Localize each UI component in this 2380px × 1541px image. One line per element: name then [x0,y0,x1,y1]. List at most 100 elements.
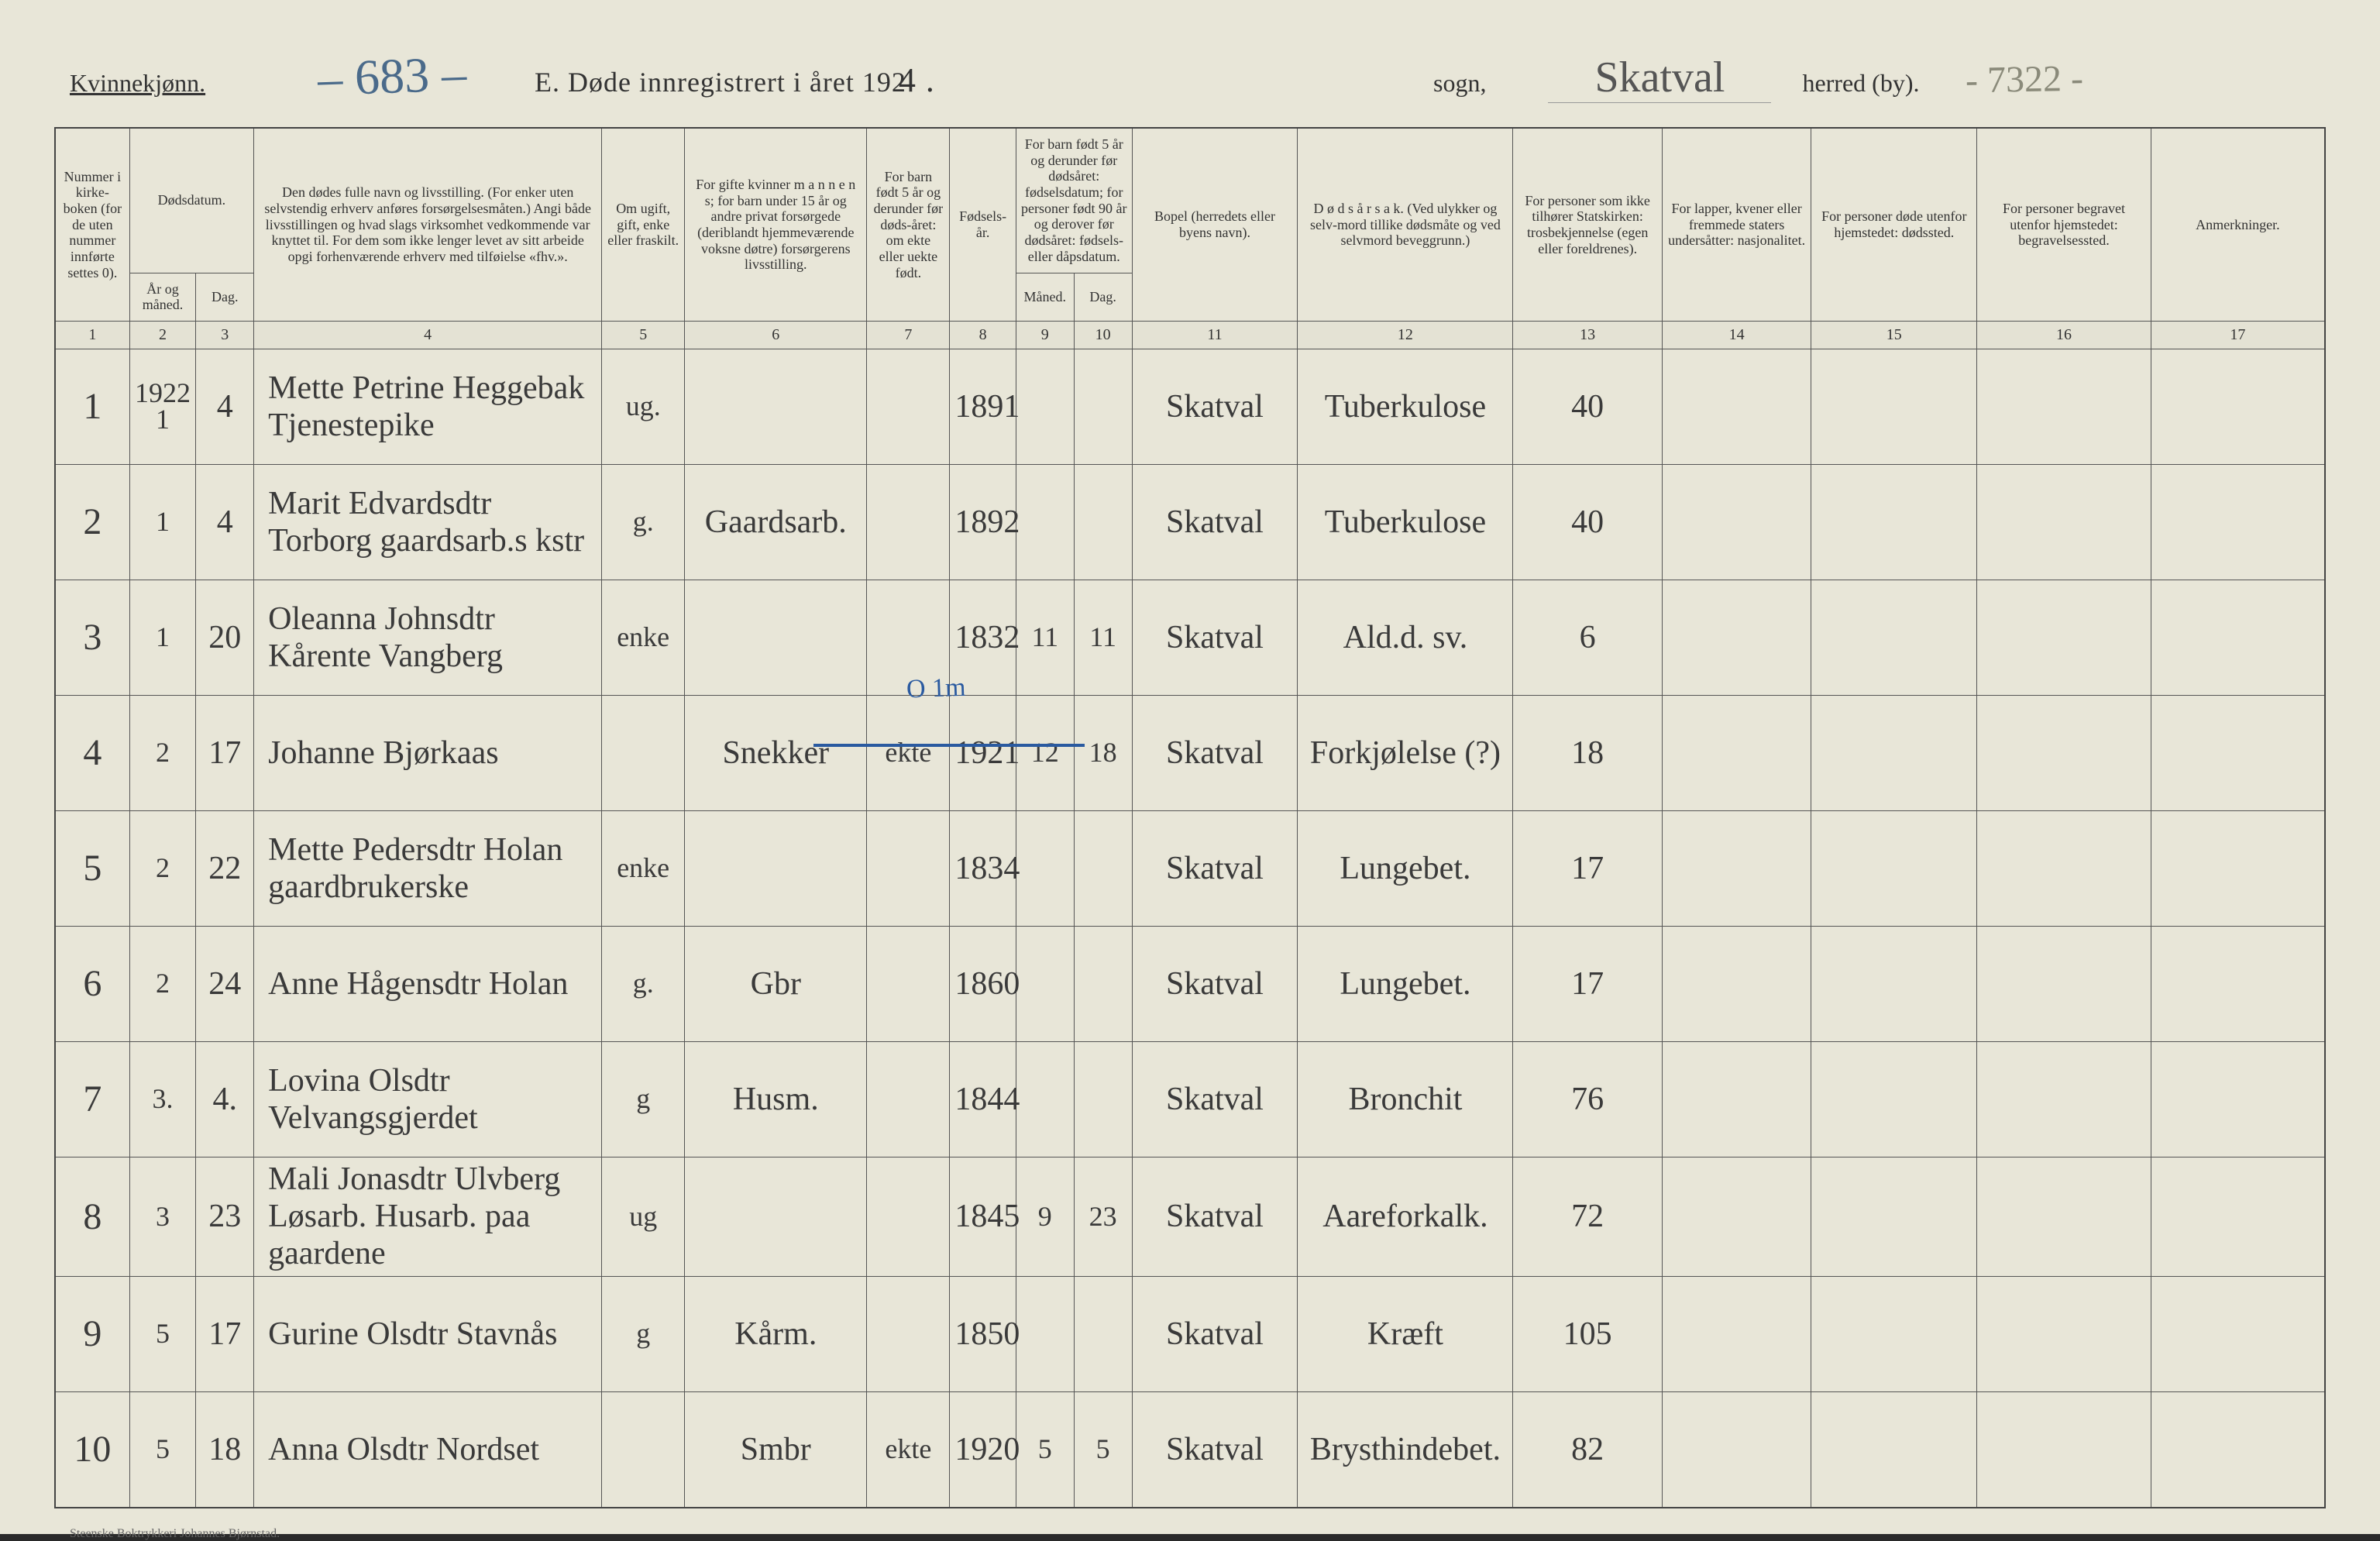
cell-ym: 3. [129,1041,196,1157]
cell-value: 76 [1571,1082,1604,1117]
colnum: 3 [196,321,254,349]
cell-name: Mette Pedersdtr Holan gaardbrukerske [254,810,602,926]
cell-value: 2 [83,501,101,542]
cell-c6: Smbr [685,1391,867,1508]
cell-fy: 1920 [950,1391,1016,1508]
cell-value: 1 [156,506,170,537]
cell-c17 [2151,695,2325,810]
cell-value: Snekker [722,735,829,771]
cell-value: ekte [885,737,931,768]
cell-value: 3. [153,1083,174,1114]
cell-value: 5 [1096,1433,1110,1464]
cell-value: 1920 [954,1432,1020,1467]
cell-c13: 18 [1513,695,1662,810]
cell-value: enke [617,621,669,652]
cell-cause: Kræft [1298,1276,1513,1391]
cell-dd: 23 [1074,1157,1132,1276]
cell-m [1016,810,1074,926]
title-year-suffix: 4 . [899,61,935,99]
cell-c17 [2151,1391,2325,1508]
table-row: 73.4.Lovina Olsdtr VelvangsgjerdetgHusm.… [55,1041,2325,1157]
cell-value: 4 [217,504,233,540]
cell-value: 4. [212,1082,237,1117]
cell-value: 40 [1571,389,1604,425]
cell-c7 [867,349,950,464]
cell-value: Oleanna Johnsdtr Kårente Vangberg [268,601,503,674]
cell-value: 12 [1031,737,1059,768]
cell-value: ekte [885,1433,931,1464]
cell-cause: Tuberkulose [1298,464,1513,580]
cell-value: 18 [208,1432,241,1467]
cell-value: Kræft [1367,1316,1443,1352]
cell-value: 3 [156,1201,170,1232]
cell-ym: 3 [129,1157,196,1276]
cell-c16 [1977,1041,2151,1157]
col-header-8: Fødsels-år. [950,128,1016,321]
col-header-6: For gifte kvinner m a n n e n s; for bar… [685,128,867,321]
form-title: E. Døde innregistrert i året 1924 . [535,60,1030,100]
col-header-14: For lapper, kvener eller fremmede stater… [1662,128,1811,321]
col-header-16: For personer begravet utenfor hjemstedet… [1977,128,2151,321]
cell-stat: enke [602,810,685,926]
cell-c13: 105 [1513,1276,1662,1391]
cell-value: g. [633,968,654,999]
cell-c14 [1662,695,1811,810]
cell-value: 22 [208,851,241,886]
cell-value: Mette Pedersdtr Holan gaardbrukerske [268,832,562,905]
cell-dd: 18 [1074,695,1132,810]
colnum: 13 [1513,321,1662,349]
cell-ym: 2 [129,926,196,1041]
cell-ym: 5 [129,1276,196,1391]
cell-c14 [1662,926,1811,1041]
cell-c16 [1977,926,2151,1041]
cell-c7 [867,1276,950,1391]
cell-value: 40 [1571,504,1604,540]
cell-bopel: Skatval [1132,810,1298,926]
cell-bopel: Skatval [1132,1276,1298,1391]
cell-m [1016,926,1074,1041]
cell-c17 [2151,1157,2325,1276]
cell-n: 3 [55,580,129,695]
cell-d: 4. [196,1041,254,1157]
cell-value: 18 [1571,735,1604,771]
cell-value: 1891 [954,389,1020,425]
cell-bopel: Skatval [1132,1157,1298,1276]
cell-cause: Brysthindebet. [1298,1391,1513,1508]
ledger-page: Kvinnekjønn. – 683 – E. Døde innregistre… [0,0,2380,1534]
colnum: 5 [602,321,685,349]
cell-n: 6 [55,926,129,1041]
cell-value: 1892 [954,504,1020,540]
cell-value: 4 [217,389,233,425]
cell-d: 20 [196,580,254,695]
cell-dd [1074,1276,1132,1391]
cell-stat: g. [602,464,685,580]
cell-bopel: Skatval [1132,926,1298,1041]
cell-ym: 2 [129,695,196,810]
cell-m: 12 [1016,695,1074,810]
cell-value: 11 [1089,621,1116,652]
cell-c7 [867,1157,950,1276]
cell-value: 1834 [954,851,1020,886]
cell-bopel: Skatval [1132,464,1298,580]
cell-name: Lovina Olsdtr Velvangsgjerdet [254,1041,602,1157]
cell-m [1016,1041,1074,1157]
cell-c16 [1977,349,2151,464]
cell-value: 5 [156,1433,170,1464]
cell-value: Bronchit [1348,1082,1462,1117]
cell-c7 [867,464,950,580]
cell-value: Gurine Olsdtr Stavnås [268,1316,557,1352]
cell-value: 8 [83,1196,101,1237]
cell-value: Anne Hågensdtr Holan [268,966,568,1002]
cell-value: 11 [1031,621,1058,652]
cell-n: 1 [55,349,129,464]
cell-c16 [1977,1276,2151,1391]
herred-label: herred (by). [1802,69,1919,98]
cell-value: Gaardsarb. [705,504,847,540]
cell-value: 1921 [954,735,1020,771]
cell-n: 5 [55,810,129,926]
cell-c14 [1662,1276,1811,1391]
cell-c6: Gbr [685,926,867,1041]
cell-stat: ug [602,1157,685,1276]
cell-c13: 6 [1513,580,1662,695]
cell-cause: Ald.d. sv. [1298,580,1513,695]
